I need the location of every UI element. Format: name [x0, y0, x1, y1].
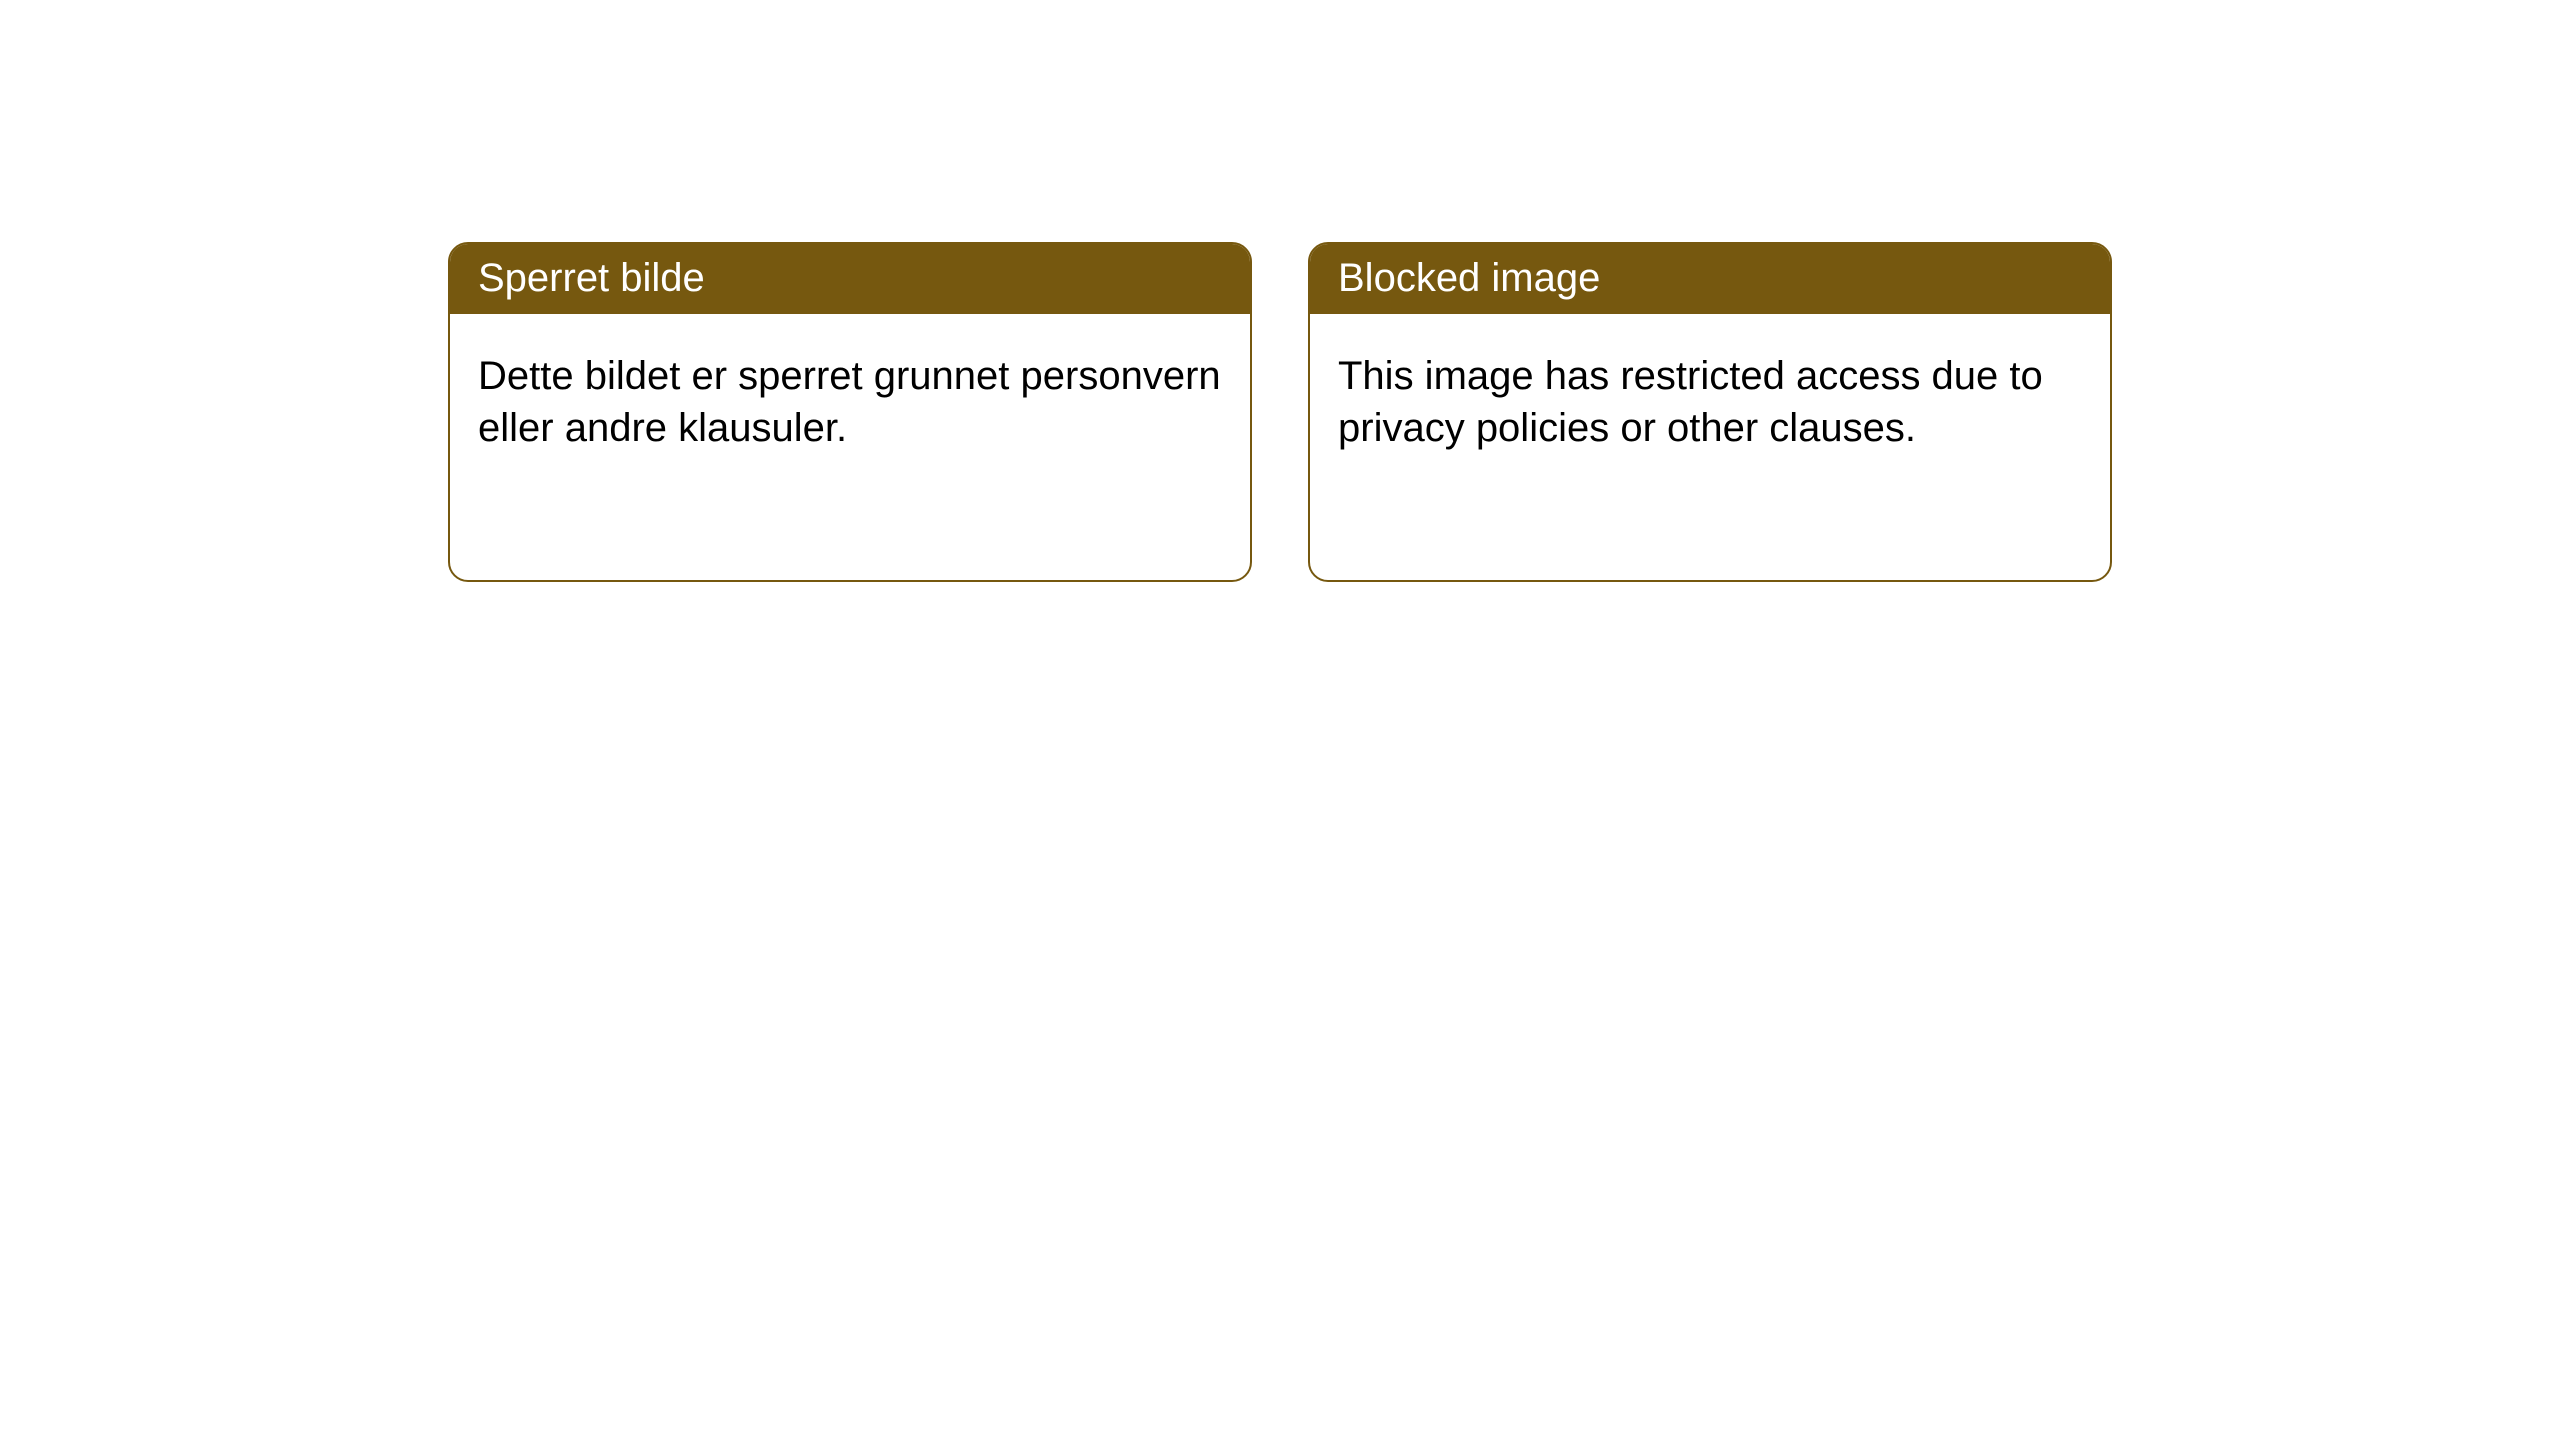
- notice-card-norwegian: Sperret bilde Dette bildet er sperret gr…: [448, 242, 1252, 582]
- card-header: Sperret bilde: [450, 244, 1250, 314]
- notice-card-english: Blocked image This image has restricted …: [1308, 242, 2112, 582]
- card-header: Blocked image: [1310, 244, 2110, 314]
- card-body: This image has restricted access due to …: [1310, 314, 2110, 482]
- card-body: Dette bildet er sperret grunnet personve…: [450, 314, 1250, 482]
- notice-cards-container: Sperret bilde Dette bildet er sperret gr…: [0, 0, 2560, 582]
